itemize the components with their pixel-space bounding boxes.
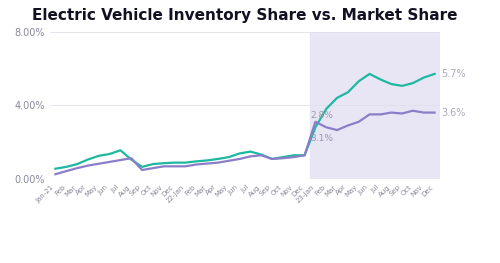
Legend: Inventory Share, Market Share: Inventory Share, Market Share [90, 260, 307, 263]
Title: Electric Vehicle Inventory Share vs. Market Share: Electric Vehicle Inventory Share vs. Mar… [32, 8, 458, 23]
Text: 5.7%: 5.7% [441, 69, 466, 79]
Bar [310, 32, 440, 179]
Text: 2.8%: 2.8% [310, 110, 333, 120]
Text: 3.1%: 3.1% [310, 134, 333, 143]
Text: 3.6%: 3.6% [441, 108, 466, 118]
